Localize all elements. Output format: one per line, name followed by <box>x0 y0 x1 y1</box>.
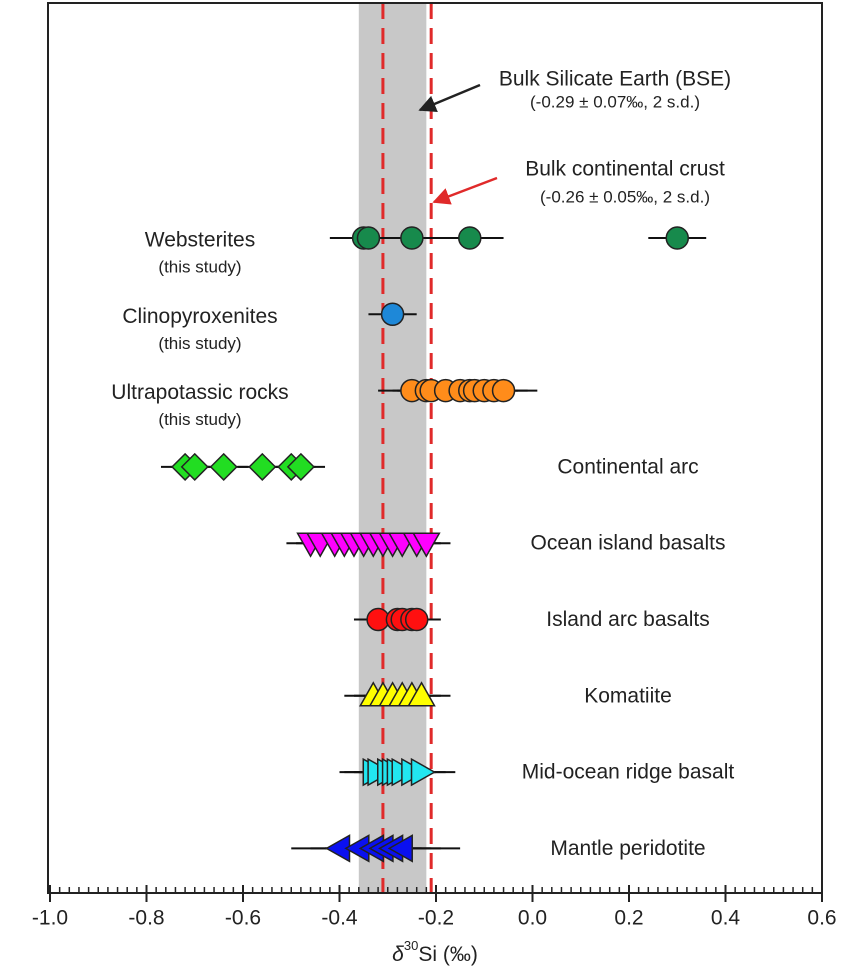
data-point <box>400 226 424 250</box>
x-label-superscript: 30 <box>404 938 418 953</box>
series-label: Clinopyroxenites <box>122 305 277 328</box>
reference-detail: (-0.29 ± 0.07‰, 2 s.d.) <box>530 92 700 111</box>
plot-frame <box>47 2 823 894</box>
x-tick-label: 0.4 <box>711 907 741 930</box>
data-point <box>380 302 405 327</box>
data-point <box>356 226 381 250</box>
x-tick-label: -0.4 <box>321 907 358 930</box>
data-point <box>286 452 315 481</box>
data-point <box>412 532 441 558</box>
data-point <box>180 452 209 481</box>
reference-label: Bulk continental crust <box>525 158 725 181</box>
series-label: Continental arc <box>557 455 698 478</box>
data-point <box>387 834 413 863</box>
series-note: (this study) <box>158 334 241 353</box>
x-tick-label: -0.8 <box>128 907 164 930</box>
data-point <box>458 226 482 250</box>
series-note: (this study) <box>158 410 241 429</box>
series-label: Island arc basalts <box>546 608 709 631</box>
reference-label: Bulk Silicate Earth (BSE) <box>499 68 731 91</box>
series-note: (this study) <box>158 257 241 276</box>
reference-band <box>358 3 427 893</box>
data-layer <box>160 3 707 893</box>
series-label: Mantle peridotite <box>550 837 705 860</box>
x-tick-label: 0.6 <box>807 907 836 930</box>
x-tick-label: -0.6 <box>225 907 261 930</box>
x-axis-label: δ30Si (‰) <box>392 938 478 965</box>
x-tick-label: 0.2 <box>614 907 643 930</box>
x-tick-label: -0.2 <box>418 907 454 930</box>
axis-layer: -1.0 -0.8 -0.6 -0.4 -0.2 0.0 0.2 0.4 0.6 <box>32 885 837 930</box>
data-point <box>407 681 436 707</box>
x-label-symbol: δ <box>392 943 404 966</box>
bse-arrow <box>418 83 481 113</box>
x-tick-label: 0.0 <box>518 907 547 930</box>
x-tick-label: -1.0 <box>32 907 68 930</box>
series-label: Ultrapotassic rocks <box>111 381 288 404</box>
series-label: Ocean island basalts <box>531 532 726 555</box>
x-label-rest: Si (‰) <box>418 943 478 966</box>
crust-arrow <box>432 176 498 205</box>
data-point <box>665 226 689 250</box>
data-point <box>209 452 238 481</box>
data-point <box>491 378 516 403</box>
series-label: Mid-ocean ridge basalt <box>522 761 735 784</box>
data-point <box>410 757 437 787</box>
data-point <box>248 452 277 481</box>
series-label: Komatiite <box>584 684 672 707</box>
data-point <box>404 607 429 632</box>
series-label: Websterites <box>145 229 256 252</box>
reference-detail: (-0.26 ± 0.05‰, 2 s.d.) <box>540 187 710 206</box>
reference-layer <box>358 3 427 893</box>
